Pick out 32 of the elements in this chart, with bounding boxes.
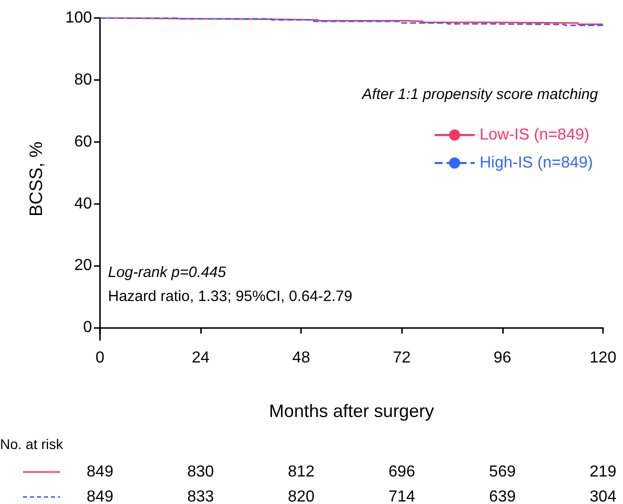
text: 696 — [388, 464, 416, 480]
text: 849 — [86, 464, 114, 480]
text: 714 — [388, 488, 416, 504]
y-tick-label: 100 — [65, 10, 92, 26]
text: 812 — [288, 464, 315, 480]
y-tick-label: 20 — [74, 257, 92, 274]
legend-title: After 1:1 propensity score matching — [361, 86, 599, 103]
x-tick-label: 96 — [494, 350, 512, 366]
x-tick-label: 120 — [590, 350, 616, 366]
legend-label: Low-IS (n=849) — [480, 126, 590, 144]
text: 830 — [187, 464, 214, 480]
text: No. at risk — [0, 436, 64, 452]
y-tick-label: 40 — [74, 195, 92, 212]
text: 569 — [489, 464, 516, 480]
text: 849 — [86, 488, 114, 504]
text: 304 — [590, 488, 616, 504]
x-tick-label: 48 — [292, 350, 310, 366]
x-axis-title: Months after surgery — [268, 401, 434, 421]
text: 820 — [288, 488, 315, 504]
annotation: Log-rank p=0.445 — [108, 264, 227, 281]
text: 833 — [187, 488, 214, 504]
text: 219 — [590, 464, 616, 480]
x-tick-label: 72 — [392, 350, 411, 366]
text: 639 — [489, 488, 516, 504]
x-tick-label: 0 — [96, 350, 105, 366]
y-tick-label: 80 — [74, 71, 92, 88]
x-tick-label: 24 — [192, 350, 210, 366]
legend-label: High-IS (n=849) — [480, 154, 593, 172]
y-axis-title: BCSS, % — [26, 141, 46, 217]
y-tick-label: 0 — [83, 319, 92, 336]
y-tick-label: 60 — [74, 133, 92, 150]
annotation: Hazard ratio, 1.33; 95%CI, 0.64-2.79 — [108, 288, 352, 305]
